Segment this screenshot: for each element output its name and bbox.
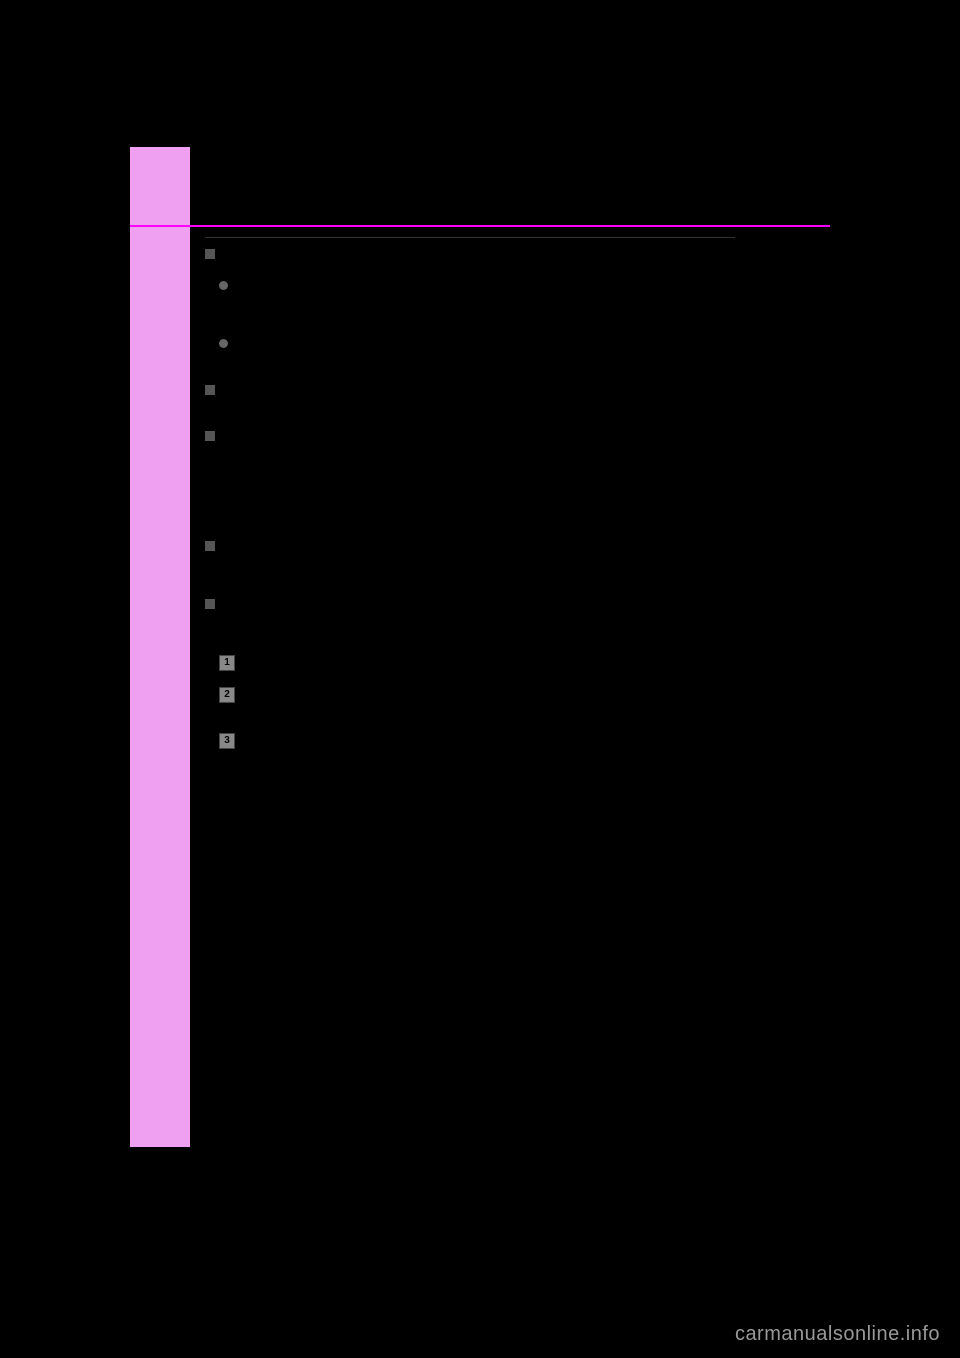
header-rule [130,225,830,227]
bullet-item [205,278,805,326]
round-bullet-icon [219,281,228,290]
bullet-item [205,336,805,372]
step-number-icon: 1 [219,655,235,671]
bullet-item [205,596,805,644]
round-bullet-icon [219,339,228,348]
square-bullet-icon [205,249,215,259]
bullet-item [205,538,805,586]
square-bullet-icon [205,599,215,609]
step-item: 2 [205,686,805,722]
bullet-item [205,428,805,528]
square-bullet-icon [205,431,215,441]
square-bullet-icon [205,541,215,551]
section-sidebar [130,147,190,1147]
manual-page: 1 2 3 [130,147,830,1147]
step-item: 3 [205,732,805,754]
bullet-item [205,246,805,268]
page-content: 1 2 3 [205,237,805,764]
step-number-icon: 2 [219,687,235,703]
bullet-item [205,382,805,418]
thin-divider [205,237,735,238]
step-number-icon: 3 [219,733,235,749]
watermark-text: carmanualsonline.info [735,1323,940,1346]
square-bullet-icon [205,385,215,395]
step-item: 1 [205,654,805,676]
